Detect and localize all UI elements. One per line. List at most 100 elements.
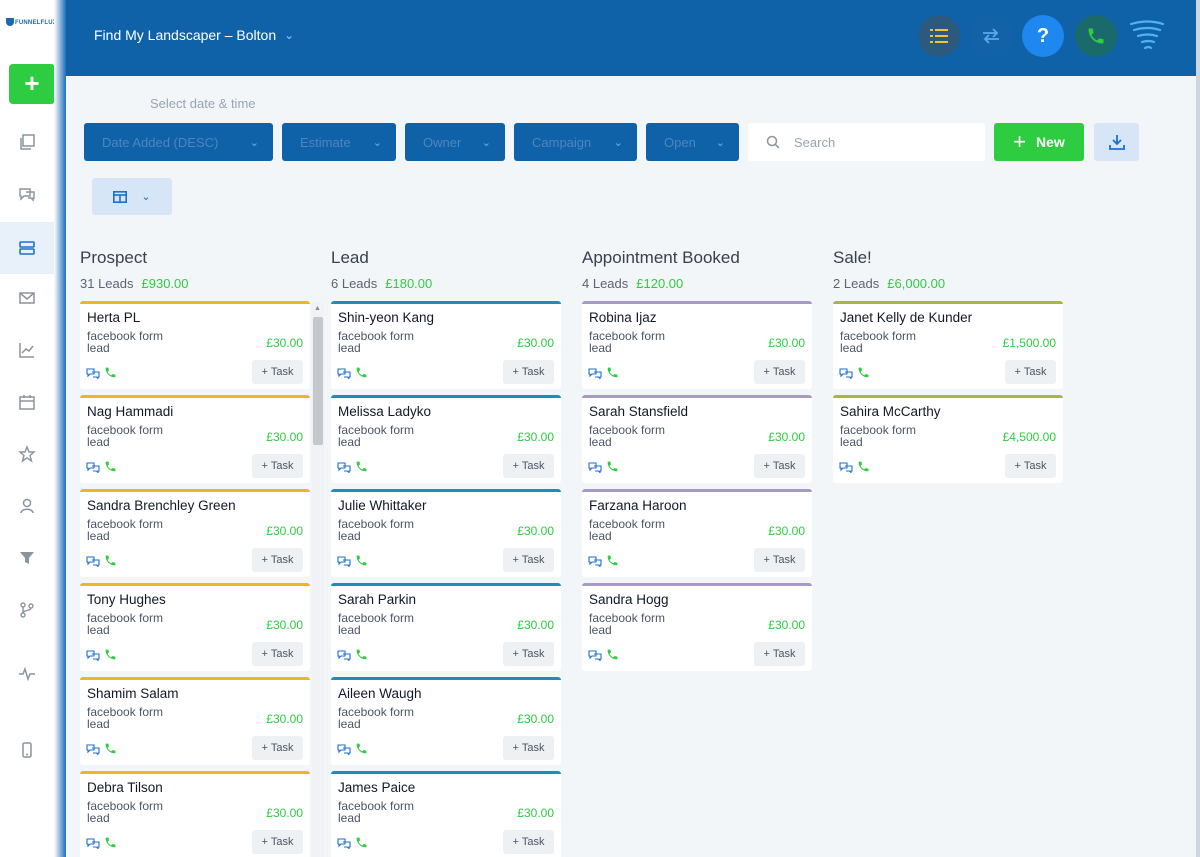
contact-name[interactable]: Tony Hughes xyxy=(87,592,166,607)
contact-name[interactable]: Melissa Ladyko xyxy=(338,404,432,419)
sidebar-item-calendar[interactable] xyxy=(0,376,54,428)
opportunity-card[interactable]: Sandra Brenchley Green facebook form lead £… xyxy=(80,489,310,577)
add-task-button[interactable]: + Task xyxy=(252,830,303,854)
add-task-button[interactable]: + Task xyxy=(503,642,554,666)
contact-name[interactable]: Sarah Parkin xyxy=(338,592,417,607)
contact-name[interactable]: Sahira McCarthy xyxy=(840,404,941,419)
phone-icon[interactable] xyxy=(104,460,117,473)
contact-name[interactable]: Debra Tilson xyxy=(87,780,163,795)
phone-icon[interactable] xyxy=(355,742,368,755)
phone-icon[interactable] xyxy=(355,836,368,849)
sidebar-item-mail[interactable] xyxy=(0,272,54,324)
chat-icon[interactable] xyxy=(839,461,853,473)
opportunity-card[interactable]: Sahira McCarthy facebook form lead £4,500.0… xyxy=(833,395,1063,483)
opportunity-card[interactable]: Herta PL facebook form lead £30.00 + Task xyxy=(80,301,310,389)
chat-icon[interactable] xyxy=(86,461,100,473)
chat-icon[interactable] xyxy=(588,367,602,379)
sidebar-item-mobile[interactable] xyxy=(0,724,54,776)
add-task-button[interactable]: + Task xyxy=(754,454,805,478)
phone-icon[interactable] xyxy=(104,366,117,379)
opportunity-card[interactable]: Tony Hughes facebook form lead £30.00 + Task xyxy=(80,583,310,671)
add-task-button[interactable]: + Task xyxy=(252,642,303,666)
phone-icon[interactable] xyxy=(355,648,368,661)
phone-icon[interactable] xyxy=(606,460,619,473)
opportunity-card[interactable]: Sarah Parkin facebook form lead £30.00 + Tas… xyxy=(331,583,561,671)
add-task-button[interactable]: + Task xyxy=(503,454,554,478)
opportunity-card[interactable]: Janet Kelly de Kunder facebook form lead £1… xyxy=(833,301,1063,389)
sidebar-item-star[interactable] xyxy=(0,428,54,480)
chat-icon[interactable] xyxy=(86,555,100,567)
sidebar-item-pulse[interactable] xyxy=(0,648,54,700)
sidebar-item-chat[interactable] xyxy=(0,168,54,220)
add-task-button[interactable]: + Task xyxy=(754,548,805,572)
chat-icon[interactable] xyxy=(337,555,351,567)
quick-add-button[interactable]: + xyxy=(9,64,55,104)
switch-button[interactable] xyxy=(970,15,1012,57)
opportunity-card[interactable]: James Paice facebook form lead £30.00 + Task xyxy=(331,771,561,857)
contact-name[interactable]: Nag Hammadi xyxy=(87,404,174,419)
phone-icon[interactable] xyxy=(355,366,368,379)
chat-icon[interactable] xyxy=(86,743,100,755)
sidebar-item-copy[interactable] xyxy=(0,116,54,168)
phone-icon[interactable] xyxy=(606,554,619,567)
add-task-button[interactable]: + Task xyxy=(503,360,554,384)
phone-icon[interactable] xyxy=(104,554,117,567)
chat-icon[interactable] xyxy=(86,367,100,379)
contact-name[interactable]: Herta PL xyxy=(87,310,141,325)
opportunity-card[interactable]: Aileen Waugh facebook form lead £30.00 + Tas… xyxy=(331,677,561,765)
phone-icon[interactable] xyxy=(355,460,368,473)
contact-name[interactable]: Sarah Stansfield xyxy=(589,404,689,419)
estimate-dropdown[interactable]: Estimate ⌄ xyxy=(282,123,396,161)
sidebar-item-branch[interactable] xyxy=(0,584,54,636)
contact-name[interactable]: Shin-yeon Kang xyxy=(338,310,435,325)
campaign-dropdown[interactable]: Campaign ⌄ xyxy=(514,123,637,161)
opportunity-card[interactable]: Julie Whittaker facebook form lead £30.00 + … xyxy=(331,489,561,577)
contact-name[interactable]: Aileen Waugh xyxy=(338,686,422,701)
contact-name[interactable]: Sandra Brenchley Green xyxy=(87,498,236,513)
chat-icon[interactable] xyxy=(86,649,100,661)
phone-icon[interactable] xyxy=(857,460,870,473)
sidebar-item-pipeline[interactable] xyxy=(0,222,54,274)
opportunity-card[interactable]: Shamim Salam facebook form lead £30.00 + Tas… xyxy=(80,677,310,765)
add-task-button[interactable]: + Task xyxy=(1005,454,1056,478)
phone-icon[interactable] xyxy=(355,554,368,567)
column-scrollbar[interactable]: ▲ xyxy=(312,303,324,857)
opportunity-card[interactable]: Farzana Haroon facebook form lead £30.00 + T… xyxy=(582,489,812,577)
add-task-button[interactable]: + Task xyxy=(252,548,303,572)
task-list-button[interactable] xyxy=(918,15,960,57)
page-scrollbar[interactable] xyxy=(1196,0,1200,857)
add-task-button[interactable]: + Task xyxy=(252,736,303,760)
chat-icon[interactable] xyxy=(337,649,351,661)
app-logo[interactable]: FUNNELFLUX xyxy=(6,18,57,26)
add-task-button[interactable]: + Task xyxy=(503,830,554,854)
add-task-button[interactable]: + Task xyxy=(252,360,303,384)
opportunity-card[interactable]: Nag Hammadi facebook form lead £30.00 + Task xyxy=(80,395,310,483)
download-button[interactable] xyxy=(1094,123,1139,161)
contact-name[interactable]: Shamim Salam xyxy=(87,686,179,701)
sidebar-item-chart[interactable] xyxy=(0,324,54,376)
opportunity-card[interactable]: Sandra Hogg facebook form lead £30.00 + Task xyxy=(582,583,812,671)
contact-name[interactable]: Janet Kelly de Kunder xyxy=(840,310,973,325)
phone-icon[interactable] xyxy=(606,648,619,661)
phone-icon[interactable] xyxy=(606,366,619,379)
opportunity-card[interactable]: Melissa Ladyko facebook form lead £30.00 + T… xyxy=(331,395,561,483)
opportunity-card[interactable]: Debra Tilson facebook form lead £30.00 + Tas… xyxy=(80,771,310,857)
scroll-up-icon[interactable]: ▲ xyxy=(314,305,321,312)
opportunity-card[interactable]: Robina Ijaz facebook form lead £30.00 + Task xyxy=(582,301,812,389)
sidebar-item-user[interactable] xyxy=(0,480,54,532)
owner-dropdown[interactable]: Owner ⌄ xyxy=(405,123,505,161)
account-switcher[interactable]: Find My Landscaper – Bolton ⌄ xyxy=(94,27,294,43)
scrollbar-thumb[interactable] xyxy=(313,317,323,445)
chat-icon[interactable] xyxy=(86,837,100,849)
contact-name[interactable]: Sandra Hogg xyxy=(589,592,669,607)
contact-name[interactable]: James Paice xyxy=(338,780,416,795)
add-task-button[interactable]: + Task xyxy=(754,642,805,666)
add-task-button[interactable]: + Task xyxy=(1005,360,1056,384)
search-box[interactable] xyxy=(748,123,985,161)
date-range-picker[interactable]: Select date & time xyxy=(150,96,256,111)
phone-icon[interactable] xyxy=(857,366,870,379)
chat-icon[interactable] xyxy=(337,743,351,755)
add-task-button[interactable]: + Task xyxy=(252,454,303,478)
contact-name[interactable]: Farzana Haroon xyxy=(589,498,687,513)
chat-icon[interactable] xyxy=(839,367,853,379)
